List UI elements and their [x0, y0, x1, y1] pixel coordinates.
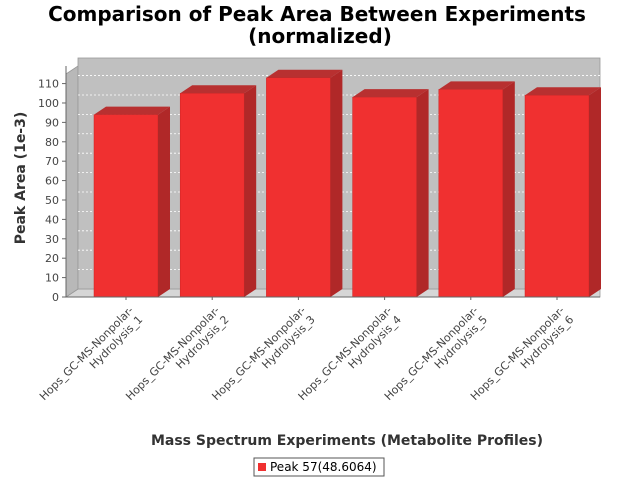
y-tick-label: 70	[45, 155, 59, 168]
y-tick-label: 40	[45, 213, 59, 226]
y-tick-label: 10	[45, 272, 59, 285]
legend-box	[253, 457, 385, 477]
x-axis: Hops_GC-MS-Nonpolar-Hydrolysis_1Hops_GC-…	[37, 296, 600, 403]
bar	[438, 81, 515, 298]
y-tick-label: 20	[45, 252, 59, 265]
legend: Peak 57(48.6064)	[253, 457, 385, 477]
bar	[179, 85, 257, 298]
y-axis-title: Peak Area (1e-3)	[13, 112, 29, 245]
y-tick-label: 50	[45, 194, 59, 207]
y-tick-label: 80	[45, 136, 59, 149]
y-tick-label: 0	[52, 291, 59, 304]
svg-text:Hops_GC-MS-Nonpolar-: Hops_GC-MS-Nonpolar-	[37, 304, 136, 403]
y-tick-label: 100	[38, 97, 59, 110]
legend-swatch	[258, 463, 266, 471]
x-axis-title: Mass Spectrum Experiments (Metabolite Pr…	[151, 433, 543, 449]
bar	[93, 106, 170, 298]
chart-title-line2: (normalized)	[248, 24, 392, 48]
bar	[524, 87, 601, 298]
bars	[93, 69, 601, 298]
y-tick-label: 110	[38, 78, 59, 91]
bar	[266, 69, 343, 298]
chart-title-line1: Comparison of Peak Area Between Experime…	[48, 2, 586, 26]
legend-label: Peak 57(48.6064)	[270, 460, 377, 474]
bar	[352, 89, 429, 298]
y-tick-label: 90	[45, 116, 59, 129]
y-axis: 0 10 20 30 40 50 60 70 80 90 100 110	[38, 66, 67, 304]
y-tick-label: 60	[45, 175, 59, 188]
y-tick-label: 30	[45, 233, 59, 246]
